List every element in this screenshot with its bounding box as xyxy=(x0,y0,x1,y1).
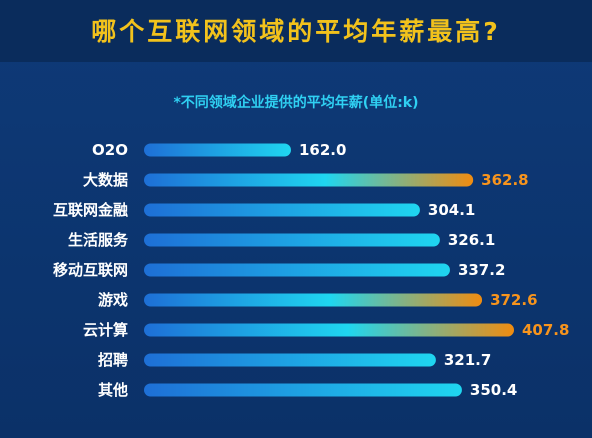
category-label: 其他 xyxy=(98,381,128,399)
value-label: 304.1 xyxy=(428,201,475,219)
bar xyxy=(144,263,450,277)
value-label: 372.6 xyxy=(490,291,537,309)
chart-subtitle: *不同领域企业提供的平均年薪(单位:k) xyxy=(173,95,419,111)
category-label: O2O xyxy=(92,141,128,159)
category-label: 移动互联网 xyxy=(53,261,128,279)
bar xyxy=(144,203,420,217)
value-label: 407.8 xyxy=(522,321,569,339)
value-label: 326.1 xyxy=(448,231,495,249)
value-label: 162.0 xyxy=(299,141,346,159)
bar-highlighted xyxy=(144,293,483,307)
bar xyxy=(144,233,440,247)
category-label: 游戏 xyxy=(98,291,128,309)
bar-highlighted xyxy=(144,323,514,337)
category-label: 生活服务 xyxy=(68,231,129,249)
category-label: 大数据 xyxy=(83,171,128,189)
category-label: 云计算 xyxy=(83,321,128,339)
value-label: 321.7 xyxy=(444,351,491,369)
bar xyxy=(144,383,462,397)
value-label: 362.8 xyxy=(481,171,528,189)
bar xyxy=(144,353,436,367)
page-title: 哪个互联网领域的平均年薪最高? xyxy=(91,17,501,46)
category-label: 招聘 xyxy=(98,351,128,369)
bar xyxy=(144,143,291,157)
value-label: 350.4 xyxy=(470,381,517,399)
title-band xyxy=(0,0,592,62)
value-label: 337.2 xyxy=(458,261,505,279)
category-label: 互联网金融 xyxy=(53,201,128,219)
bar-highlighted xyxy=(144,173,474,187)
